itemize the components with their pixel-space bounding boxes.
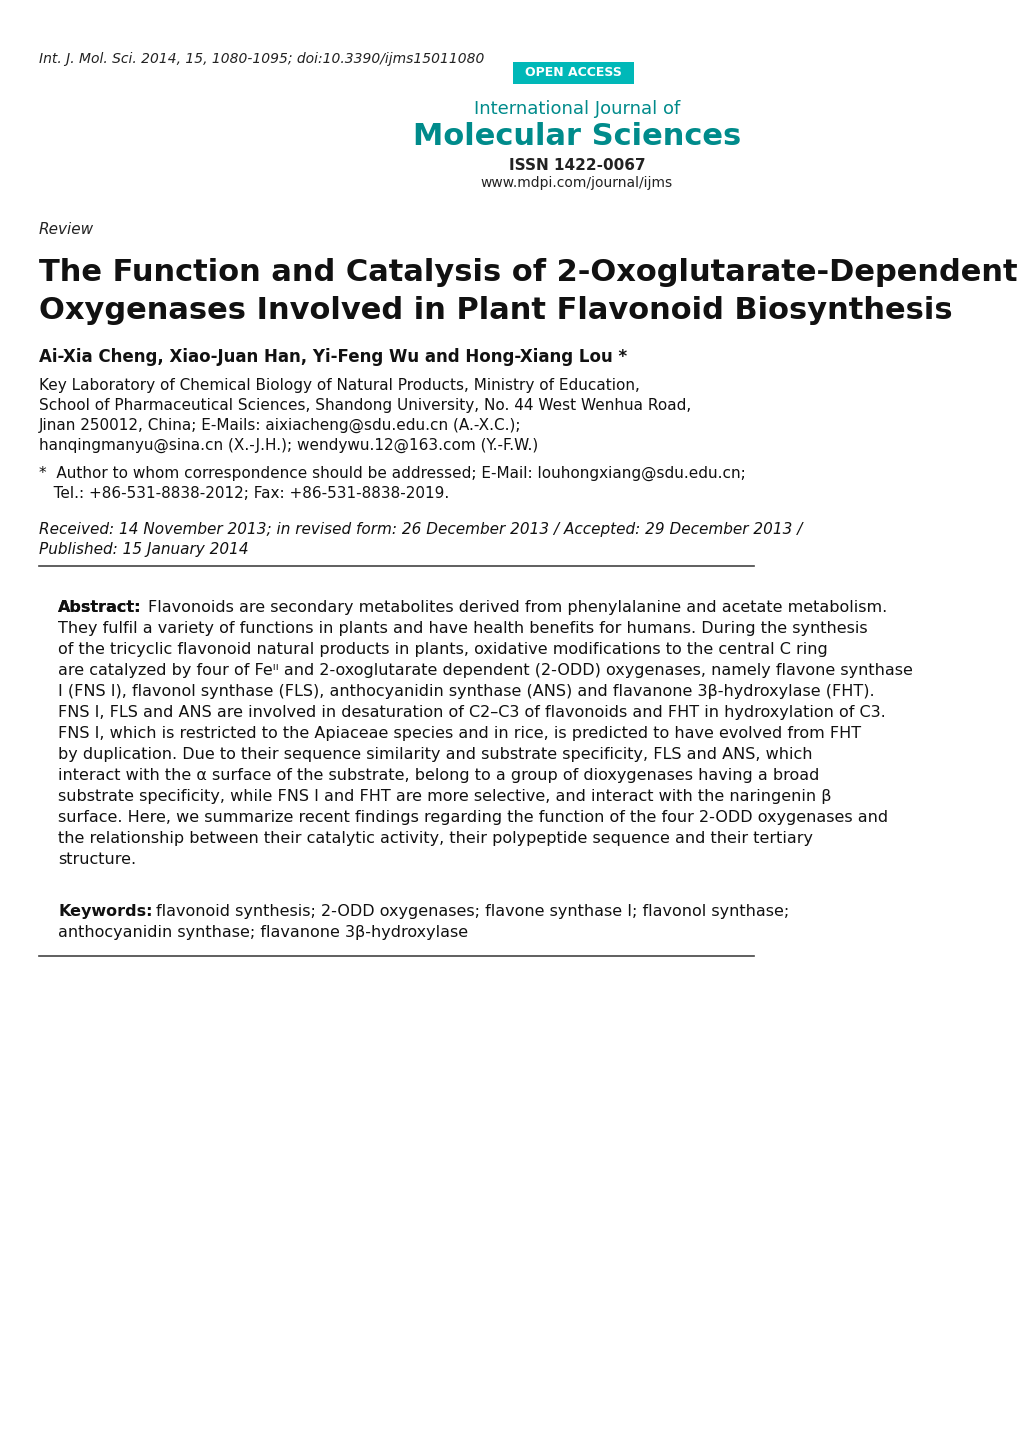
Text: ISSN 1422-0067: ISSN 1422-0067 xyxy=(508,159,645,173)
Text: hanqingmanyu@sina.cn (X.-J.H.); wendywu.12@163.com (Y.-F.W.): hanqingmanyu@sina.cn (X.-J.H.); wendywu.… xyxy=(39,438,538,453)
Text: are catalyzed by four of Feᴵᴵ and 2-oxoglutarate dependent (2-ODD) oxygenases, n: are catalyzed by four of Feᴵᴵ and 2-oxog… xyxy=(58,663,912,678)
FancyBboxPatch shape xyxy=(513,62,633,84)
Text: Keywords:: Keywords: xyxy=(58,904,153,919)
Text: I (FNS I), flavonol synthase (FLS), anthocyanidin synthase (ANS) and flavanone 3: I (FNS I), flavonol synthase (FLS), anth… xyxy=(58,684,874,699)
Text: by duplication. Due to their sequence similarity and substrate specificity, FLS : by duplication. Due to their sequence si… xyxy=(58,747,812,761)
Text: of the tricyclic flavonoid natural products in plants, oxidative modifications t: of the tricyclic flavonoid natural produ… xyxy=(58,642,827,658)
Text: OPEN ACCESS: OPEN ACCESS xyxy=(525,66,622,79)
Text: Jinan 250012, China; E-Mails: aixiacheng@sdu.edu.cn (A.-X.C.);: Jinan 250012, China; E-Mails: aixiacheng… xyxy=(39,418,521,433)
Text: Molecular Sciences: Molecular Sciences xyxy=(413,123,741,151)
Text: International Journal of: International Journal of xyxy=(474,99,680,118)
Text: anthocyanidin synthase; flavanone 3β-hydroxylase: anthocyanidin synthase; flavanone 3β-hyd… xyxy=(58,924,468,940)
Text: Flavonoids are secondary metabolites derived from phenylalanine and acetate meta: Flavonoids are secondary metabolites der… xyxy=(148,600,887,614)
Text: Key Laboratory of Chemical Biology of Natural Products, Ministry of Education,: Key Laboratory of Chemical Biology of Na… xyxy=(39,378,639,394)
Text: structure.: structure. xyxy=(58,852,137,867)
Text: Abstract:: Abstract: xyxy=(58,600,142,614)
Text: interact with the α surface of the substrate, belong to a group of dioxygenases : interact with the α surface of the subst… xyxy=(58,769,819,783)
Text: Published: 15 January 2014: Published: 15 January 2014 xyxy=(39,542,249,557)
Text: FNS I, which is restricted to the Apiaceae species and in rice, is predicted to : FNS I, which is restricted to the Apiace… xyxy=(58,725,861,741)
Text: substrate specificity, while FNS I and FHT are more selective, and interact with: substrate specificity, while FNS I and F… xyxy=(58,789,832,805)
Text: School of Pharmaceutical Sciences, Shandong University, No. 44 West Wenhua Road,: School of Pharmaceutical Sciences, Shand… xyxy=(39,398,691,412)
Text: www.mdpi.com/journal/ijms: www.mdpi.com/journal/ijms xyxy=(480,176,673,190)
Text: Tel.: +86-531-8838-2012; Fax: +86-531-8838-2019.: Tel.: +86-531-8838-2012; Fax: +86-531-88… xyxy=(39,486,448,500)
Text: Oxygenases Involved in Plant Flavonoid Biosynthesis: Oxygenases Involved in Plant Flavonoid B… xyxy=(39,296,952,324)
Text: *  Author to whom correspondence should be addressed; E-Mail: louhongxiang@sdu.e: * Author to whom correspondence should b… xyxy=(39,466,745,482)
Text: The Function and Catalysis of 2-Oxoglutarate-Dependent: The Function and Catalysis of 2-Oxogluta… xyxy=(39,258,1017,287)
Text: Review: Review xyxy=(39,222,94,236)
Text: FNS I, FLS and ANS are involved in desaturation of C2–C3 of flavonoids and FHT i: FNS I, FLS and ANS are involved in desat… xyxy=(58,705,886,720)
Text: surface. Here, we summarize recent findings regarding the function of the four 2: surface. Here, we summarize recent findi… xyxy=(58,810,888,825)
Text: Received: 14 November 2013; in revised form: 26 December 2013 / Accepted: 29 Dec: Received: 14 November 2013; in revised f… xyxy=(39,522,802,536)
Text: the relationship between their catalytic activity, their polypeptide sequence an: the relationship between their catalytic… xyxy=(58,831,812,846)
Text: Int. J. Mol. Sci. 2014, 15, 1080-1095; doi:10.3390/ijms15011080: Int. J. Mol. Sci. 2014, 15, 1080-1095; d… xyxy=(39,52,484,66)
Text: Ai-Xia Cheng, Xiao-Juan Han, Yi-Feng Wu and Hong-Xiang Lou *: Ai-Xia Cheng, Xiao-Juan Han, Yi-Feng Wu … xyxy=(39,348,627,366)
Text: They fulfil a variety of functions in plants and have health benefits for humans: They fulfil a variety of functions in pl… xyxy=(58,622,867,636)
Text: Abstract:: Abstract: xyxy=(58,600,142,614)
Text: flavonoid synthesis; 2-ODD oxygenases; flavone synthase I; flavonol synthase;: flavonoid synthesis; 2-ODD oxygenases; f… xyxy=(155,904,788,919)
